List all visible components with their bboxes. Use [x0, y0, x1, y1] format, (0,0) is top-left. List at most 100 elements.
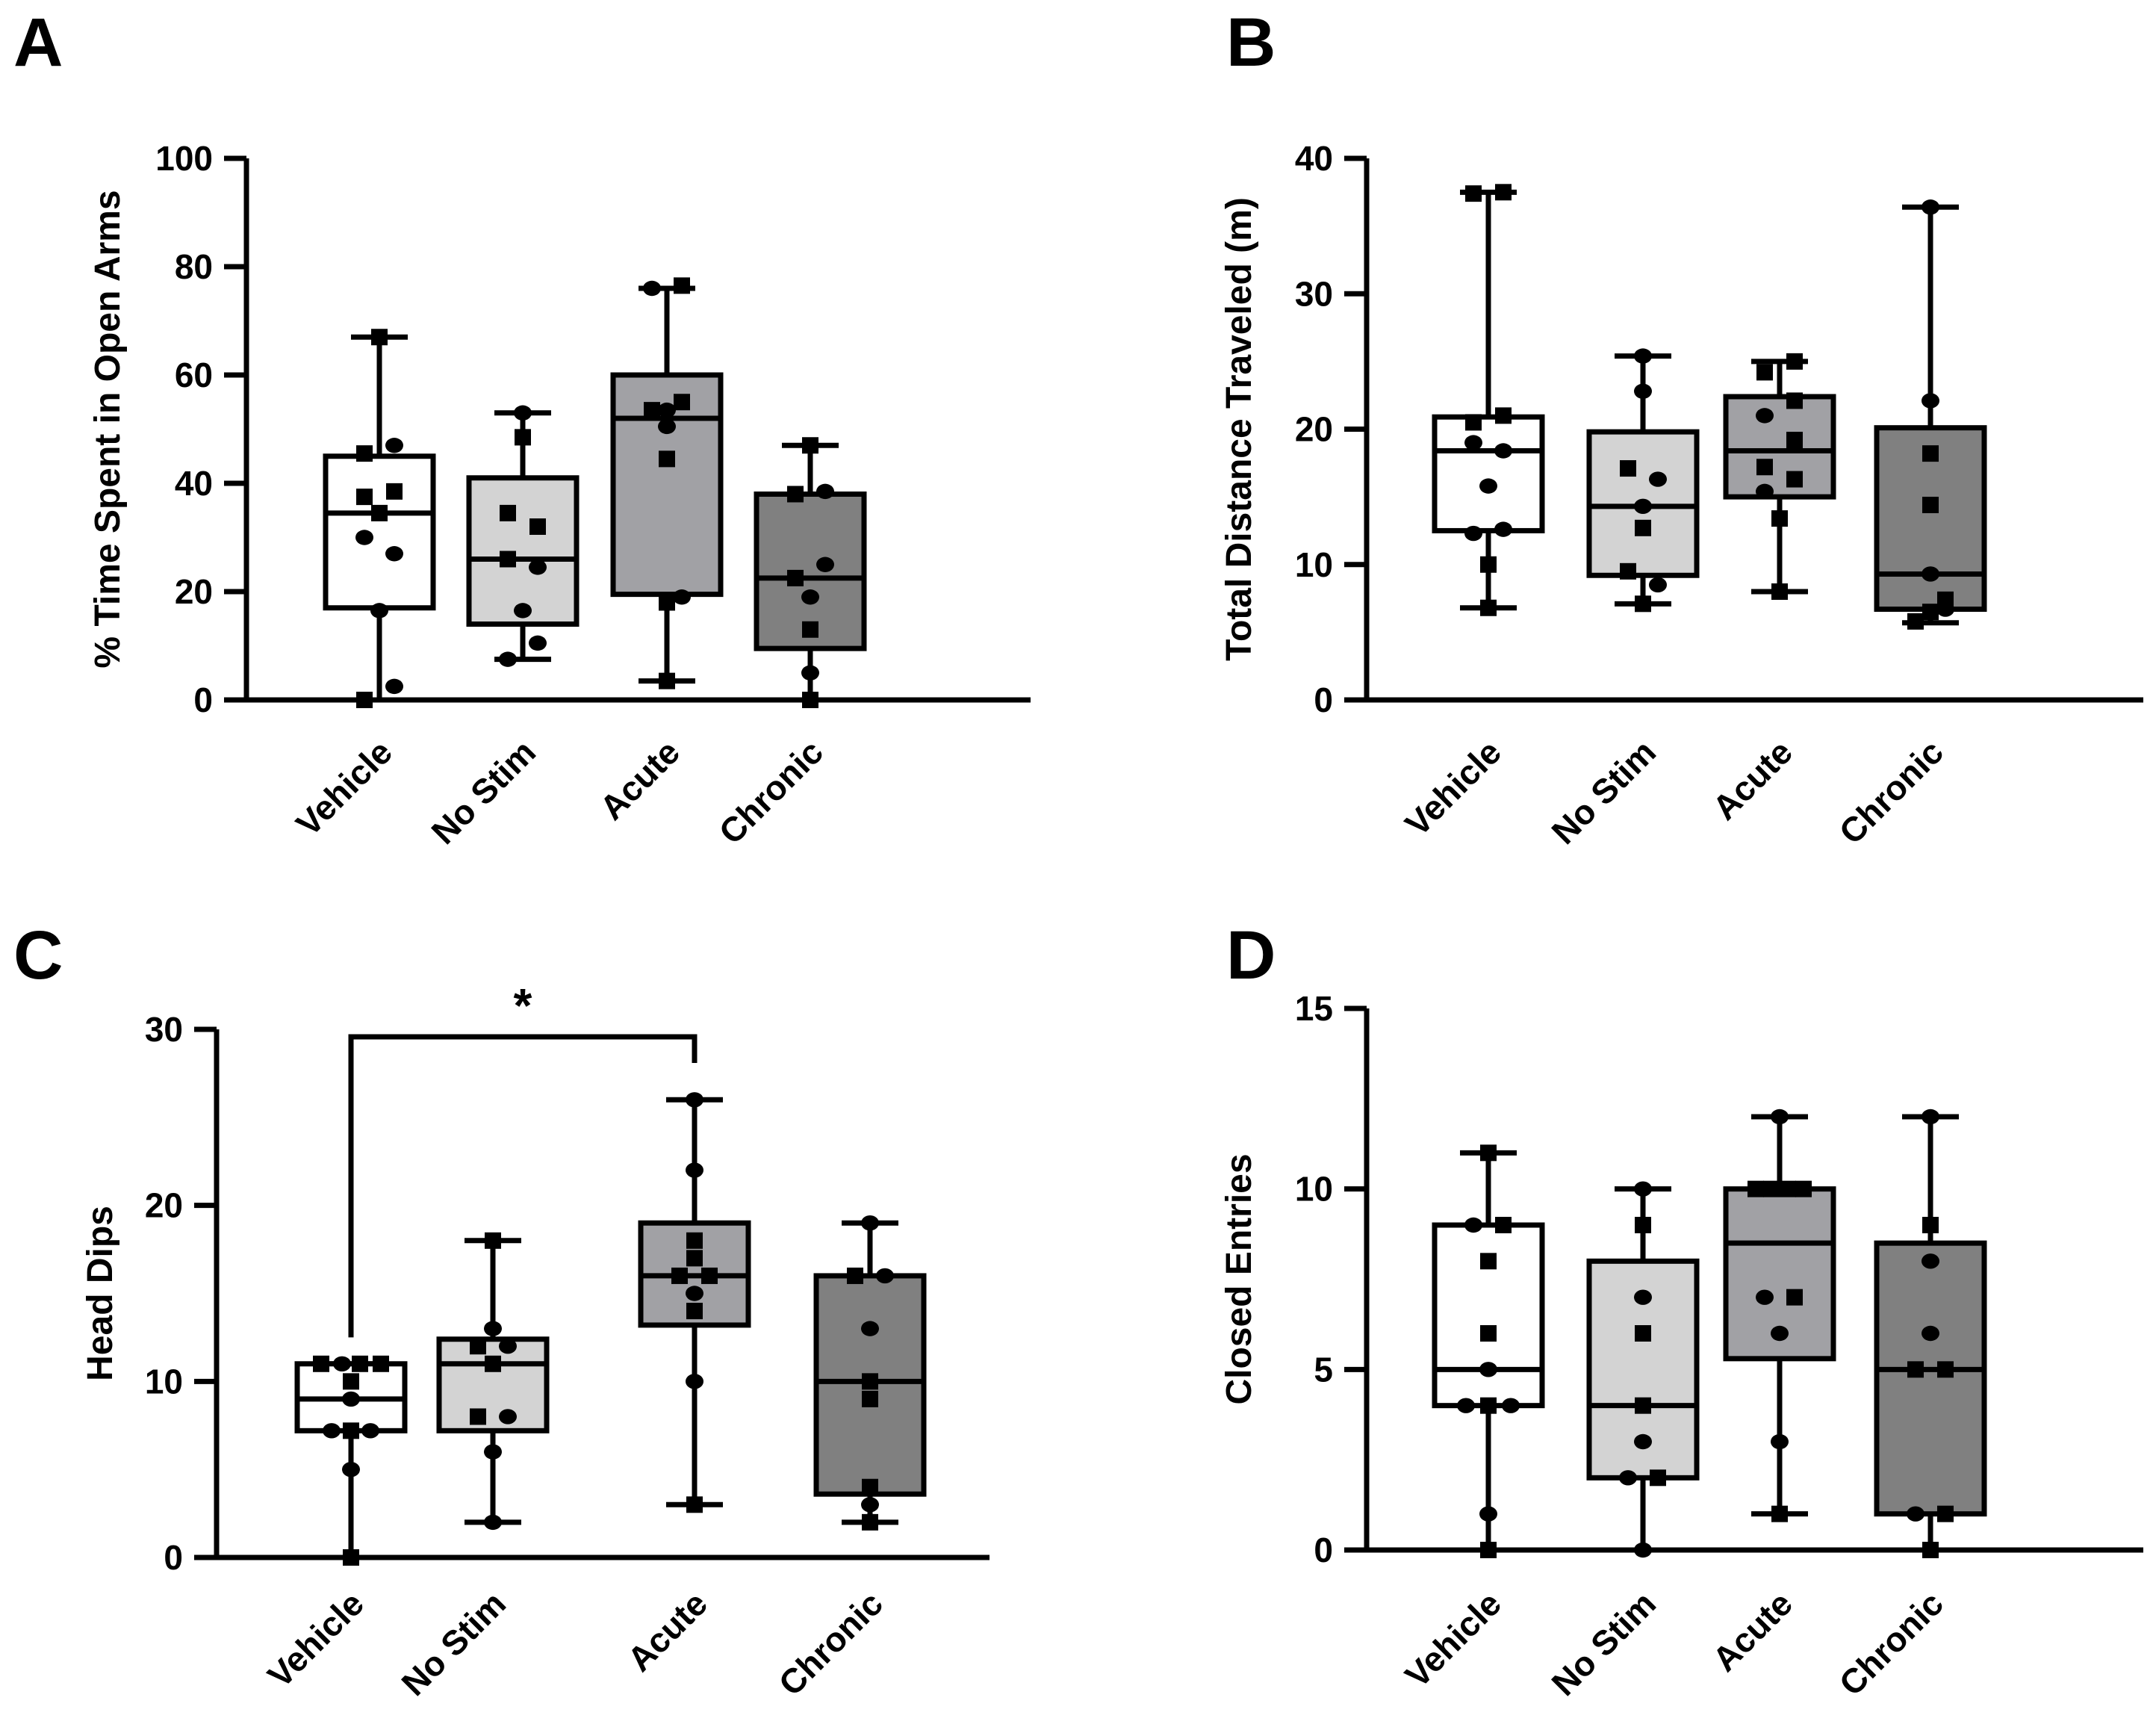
data-point-square [787, 569, 804, 586]
data-point-circle [1922, 1253, 1939, 1269]
data-point-square [644, 402, 660, 419]
data-point-circle [673, 589, 691, 605]
data-point-square [1635, 1397, 1651, 1414]
data-point-square [485, 1232, 501, 1249]
data-point-circle [658, 418, 676, 435]
box-chronic [754, 442, 867, 703]
panel-letter-a: A [13, 4, 63, 81]
panel-letter-b: B [1226, 4, 1276, 81]
data-point-circle [686, 1374, 703, 1389]
data-point-square [1635, 1325, 1651, 1342]
data-point-square [470, 1338, 486, 1355]
data-point-square [1620, 562, 1636, 580]
data-point-circle [1922, 199, 1939, 215]
y-tick-label: 10 [1295, 1170, 1333, 1209]
data-point-square [1480, 556, 1497, 573]
box-iqr [1586, 429, 1700, 578]
y-axis-title: % Time Spent in Open Arms [88, 190, 128, 668]
category-label: Acute [1705, 732, 1800, 827]
data-point-circle [499, 1339, 517, 1354]
data-point-square [1922, 445, 1939, 462]
data-point-circle [861, 1497, 879, 1513]
data-point-circle [1634, 498, 1652, 515]
data-point-circle [1502, 1398, 1520, 1413]
data-point-square [1620, 460, 1636, 477]
category-label: Vehicle [260, 1584, 371, 1695]
data-point-square [674, 277, 690, 294]
data-point-square [1465, 185, 1482, 202]
data-point-circle [1634, 348, 1652, 364]
data-point-square [1937, 1505, 1954, 1522]
data-point-square [862, 1513, 878, 1531]
data-point-square [356, 445, 373, 462]
data-point-square [1786, 1289, 1803, 1306]
data-point-square [386, 483, 403, 500]
data-point-circle [499, 651, 517, 667]
data-point-circle [1907, 1506, 1924, 1522]
data-point-square [701, 1267, 718, 1284]
y-tick-label: 0 [1314, 1531, 1333, 1569]
y-tick-label: 40 [1295, 139, 1333, 178]
y-tick-label: 15 [1295, 989, 1333, 1028]
data-point-square [1937, 1361, 1954, 1378]
data-point-square [686, 1496, 703, 1513]
data-point-circle [658, 402, 676, 418]
category-label: No Stim [394, 1584, 513, 1703]
data-point-circle [801, 589, 819, 605]
data-point-square [1465, 414, 1482, 431]
data-point-circle [1756, 483, 1774, 500]
category-label: Chronic [771, 1584, 890, 1703]
data-point-square [686, 1303, 703, 1320]
category-label: Vehicle [1397, 732, 1509, 843]
y-tick-label: 40 [175, 464, 213, 503]
data-point-square [1763, 1180, 1780, 1197]
data-point-square [1922, 1217, 1939, 1233]
data-point-square [1922, 497, 1939, 513]
data-point-square [847, 1267, 863, 1284]
data-point-circle [816, 483, 834, 500]
y-tick-label: 30 [1295, 274, 1333, 313]
data-point-circle [355, 530, 373, 545]
y-tick-label: 10 [1295, 545, 1333, 584]
data-point-circle [1619, 1470, 1637, 1486]
y-tick-label: 10 [145, 1362, 183, 1401]
data-point-circle [861, 1321, 879, 1336]
data-point-square [1756, 459, 1773, 476]
data-point-circle [1922, 1325, 1939, 1342]
data-point-circle [385, 438, 403, 453]
box-iqr [1874, 1240, 1987, 1517]
y-axis-title: Closed Entries [1220, 1153, 1259, 1404]
data-point-circle [1464, 525, 1482, 542]
category-label: No Stim [423, 732, 543, 852]
y-tick-label: 20 [1295, 410, 1333, 449]
data-point-square [1480, 1397, 1497, 1414]
panel-c: 0 10 20 30 Head Dips Vehicle No Stim Acute Chron… [81, 979, 990, 1703]
data-point-square [671, 1267, 688, 1284]
data-point-square [686, 1232, 703, 1249]
data-point-square [343, 1373, 359, 1390]
data-point-circle [1494, 443, 1512, 459]
data-point-square [1480, 1253, 1497, 1270]
category-label: No Stim [1544, 732, 1663, 852]
data-point-square [1907, 1361, 1924, 1378]
data-point-circle [1649, 577, 1667, 593]
data-point-square [1771, 510, 1788, 527]
panel-b: 0 10 20 30 40 Total Distance Traveled (m) Vehi… [1220, 139, 2143, 852]
box-chronic [813, 1220, 927, 1525]
data-point-circle [484, 1321, 502, 1336]
data-point-square [1922, 1542, 1939, 1558]
data-point-circle [342, 1391, 360, 1407]
data-point-square [1756, 364, 1773, 381]
data-point-square [500, 551, 516, 568]
data-point-circle [1457, 1398, 1475, 1413]
data-point-square [1480, 599, 1497, 616]
data-point-square [1771, 1505, 1788, 1522]
data-point-circle [686, 1092, 703, 1108]
data-point-circle [1634, 1289, 1652, 1305]
data-point-square [1635, 595, 1651, 613]
box-acute [610, 285, 724, 684]
data-point-square [1907, 613, 1924, 630]
panel-letter-d: D [1226, 917, 1276, 993]
box-no-stim [466, 410, 580, 663]
data-point-circle [861, 1215, 879, 1231]
